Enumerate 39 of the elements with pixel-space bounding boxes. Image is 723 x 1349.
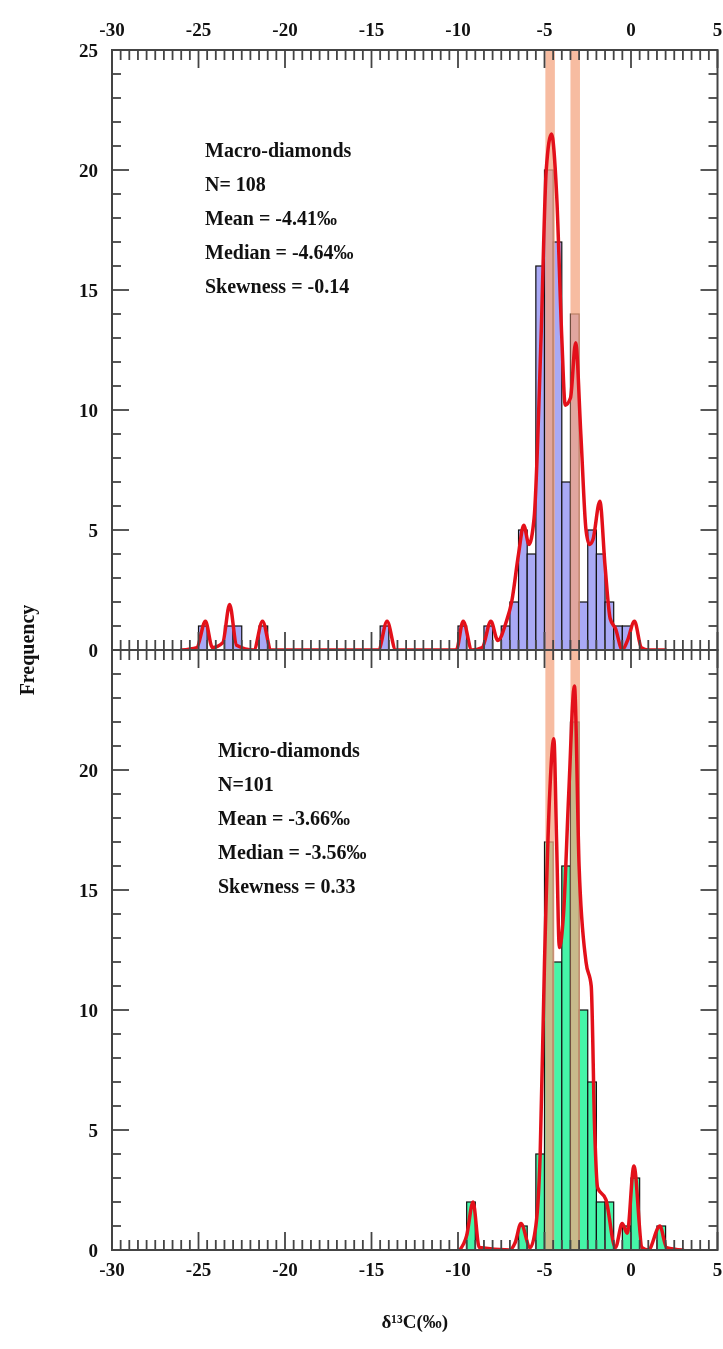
- y-tick-label: 10: [79, 1000, 98, 1021]
- x-tick-label: -10: [445, 19, 471, 40]
- x-tick-label: -20: [272, 19, 298, 40]
- x-axis-title: δ¹³C(‰): [381, 1311, 449, 1333]
- y-tick-label: 0: [88, 1240, 98, 1261]
- x-tick-label: 5: [712, 19, 723, 40]
- annotation: Median = -3.56‰: [218, 841, 367, 863]
- y-tick-label: 5: [88, 520, 98, 541]
- x-tick-label: 0: [626, 1259, 636, 1280]
- y-axis-title: Frequency: [16, 604, 39, 696]
- x-tick-label: -25: [185, 1259, 212, 1280]
- x-tick-label: -15: [358, 1259, 385, 1280]
- x-tick-label: -10: [445, 1259, 471, 1280]
- y-tick-label: 10: [79, 400, 98, 421]
- annotation: Skewness = -0.14: [205, 275, 350, 297]
- annotation: N=101: [218, 773, 274, 795]
- x-tick-label: -30: [99, 19, 125, 40]
- annotation: Macro-diamonds: [205, 139, 352, 161]
- x-tick-label: -20: [272, 1259, 298, 1280]
- y-tick-label: 15: [79, 280, 98, 301]
- annotation: Micro-diamonds: [218, 739, 361, 761]
- annotation: Median = -4.64‰: [205, 241, 354, 263]
- y-tick-label: 20: [79, 760, 98, 781]
- x-tick-label: -5: [536, 1259, 553, 1280]
- y-tick-label: 15: [79, 880, 98, 901]
- x-tick-label: -25: [185, 19, 212, 40]
- annotation: Skewness = 0.33: [218, 875, 356, 897]
- x-tick-label: -5: [536, 19, 553, 40]
- annotation: Mean = -3.66‰: [218, 807, 350, 829]
- annotation: Mean = -4.41‰: [205, 207, 337, 229]
- y-tick-label: 20: [79, 160, 98, 181]
- x-tick-label: -30: [99, 1259, 125, 1280]
- y-tick-label: 0: [88, 640, 98, 661]
- annotation: N= 108: [205, 173, 266, 195]
- x-tick-label: 5: [712, 1259, 723, 1280]
- y-tick-label: 25: [79, 40, 98, 61]
- y-tick-label: 5: [88, 1120, 98, 1141]
- x-tick-label: -15: [358, 19, 385, 40]
- x-tick-label: 0: [626, 19, 636, 40]
